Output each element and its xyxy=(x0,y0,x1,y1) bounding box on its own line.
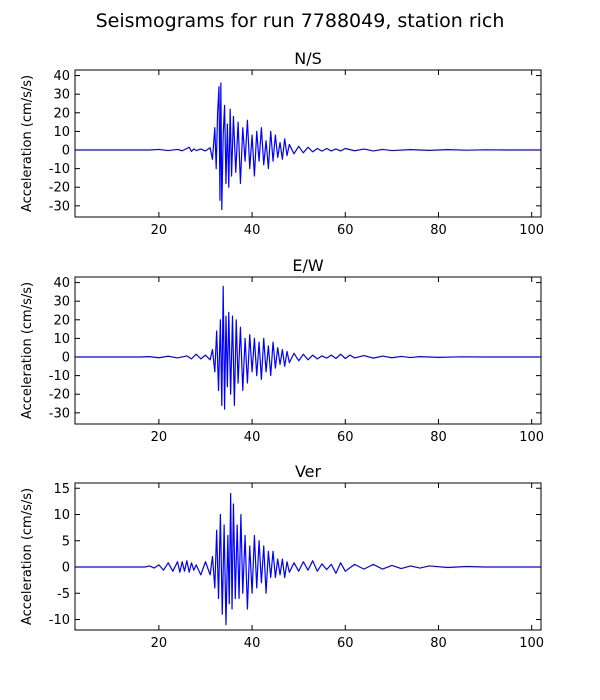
y-tick-label: -30 xyxy=(49,406,70,421)
y-axis-label: Acceleration (cm/s/s) xyxy=(20,282,35,419)
y-axis-label: Acceleration (cm/s/s) xyxy=(20,488,35,625)
plot-frame xyxy=(74,69,542,218)
x-tick-label: 80 xyxy=(430,430,447,445)
y-tick-label: 10 xyxy=(53,508,70,523)
y-tick-label: -30 xyxy=(49,199,70,214)
y-tick-label: 5 xyxy=(62,534,70,549)
x-tick-label: 80 xyxy=(430,636,447,651)
x-tick-label: 100 xyxy=(519,430,544,445)
x-tick-label: 40 xyxy=(244,223,261,238)
y-tick-label: 10 xyxy=(53,125,70,140)
x-tick-label: 60 xyxy=(337,430,354,445)
y-tick-label: 30 xyxy=(53,295,70,310)
panel-title: N/S xyxy=(294,49,322,68)
panel-title: Ver xyxy=(295,462,322,481)
x-tick-label: 20 xyxy=(151,430,168,445)
y-tick-label: -10 xyxy=(49,613,70,628)
y-tick-label: -20 xyxy=(49,388,70,403)
y-tick-label: 20 xyxy=(53,106,70,121)
x-tick-label: 40 xyxy=(244,636,261,651)
y-tick-label: 0 xyxy=(62,561,70,576)
x-tick-label: 100 xyxy=(519,636,544,651)
x-tick-label: 80 xyxy=(430,223,447,238)
y-tick-label: 0 xyxy=(62,144,70,159)
y-tick-label: -20 xyxy=(49,181,70,196)
y-tick-label: 0 xyxy=(62,351,70,366)
series-line-1 xyxy=(75,285,541,410)
y-tick-label: 15 xyxy=(53,482,70,497)
y-tick-label: 20 xyxy=(53,313,70,328)
plot-frame xyxy=(74,276,542,425)
series-line-1 xyxy=(75,492,541,626)
x-tick-label: 40 xyxy=(244,430,261,445)
y-axis-label: Acceleration (cm/s/s) xyxy=(20,75,35,212)
figure-title: Seismograms for run 7788049, station ric… xyxy=(95,10,505,32)
plot-frame xyxy=(74,482,542,631)
y-tick-label: 40 xyxy=(53,276,70,291)
x-tick-label: 60 xyxy=(337,636,354,651)
x-tick-label: 100 xyxy=(519,223,544,238)
y-tick-label: 10 xyxy=(53,332,70,347)
series-line-1 xyxy=(75,82,541,211)
x-tick-label: 20 xyxy=(151,636,168,651)
y-tick-label: -5 xyxy=(57,587,70,602)
y-tick-label: 30 xyxy=(53,88,70,103)
panel-title: E/W xyxy=(292,256,324,275)
x-tick-label: 60 xyxy=(337,223,354,238)
y-tick-label: 40 xyxy=(53,69,70,84)
y-tick-label: -10 xyxy=(49,369,70,384)
x-tick-label: 20 xyxy=(151,223,168,238)
y-tick-label: -10 xyxy=(49,162,70,177)
